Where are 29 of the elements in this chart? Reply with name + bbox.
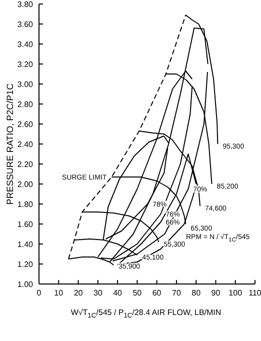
y-tick-label: 1.00: [17, 280, 34, 289]
y-tick-label: 3.80: [17, 0, 34, 9]
x-tick-label: 100: [228, 288, 243, 298]
x-tick-label: 20: [74, 288, 84, 298]
y-tick-label: 2.40: [17, 140, 34, 149]
y-tick-label: 1.80: [17, 200, 34, 209]
y-tick-label: 1.60: [17, 220, 34, 229]
x-tick-label: 50: [132, 288, 142, 298]
y-tick-label: 3.40: [17, 40, 34, 49]
x-tick-label: 90: [211, 288, 221, 298]
y-tick-label: 3.60: [17, 20, 34, 29]
y-tick-label: 1.40: [17, 240, 34, 249]
x-tick-label: 110: [248, 288, 261, 298]
x-tick-label: 10: [54, 288, 64, 298]
y-tick-label: 2.00: [17, 180, 34, 189]
x-tick-label: 60: [152, 288, 162, 298]
x-tick-label: 40: [113, 288, 123, 298]
y-tick-label: 1.20: [17, 260, 34, 269]
y-tick-label: 3.20: [17, 60, 34, 69]
y-tick-label: 2.80: [17, 100, 34, 109]
y-tick-label: 3.00: [17, 80, 34, 89]
y-axis-title: PRESSURE RATIO, P2C/P1C: [5, 82, 16, 205]
y-tick-label: 2.20: [17, 160, 34, 169]
x-tick-label: 30: [93, 288, 103, 298]
x-tick-label: 80: [192, 288, 202, 298]
y-tick-label: 2.60: [17, 120, 34, 129]
x-axis-title: W√T$_{1C}$/545 / P$_{1C}$/28.4 AIR FLOW, LB/MIN: [70, 308, 222, 320]
x-tick-label: 0: [36, 288, 42, 298]
x-tick-label: 70: [172, 288, 182, 298]
